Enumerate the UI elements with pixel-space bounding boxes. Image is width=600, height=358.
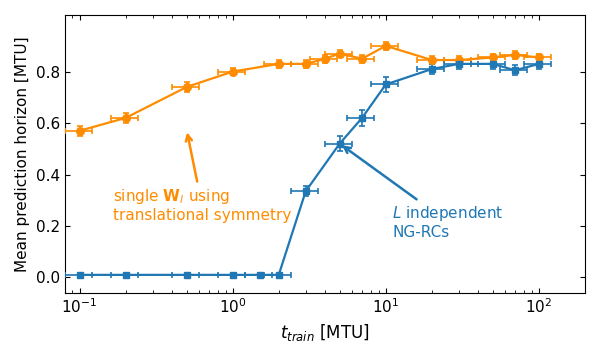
X-axis label: $t_{train}$ [MTU]: $t_{train}$ [MTU]	[280, 322, 370, 343]
Y-axis label: Mean prediction horizon [MTU]: Mean prediction horizon [MTU]	[15, 36, 30, 272]
Text: $L$ independent
NG-RCs: $L$ independent NG-RCs	[344, 147, 503, 240]
Text: single $\mathbf{W}_l$ using
translational symmetry: single $\mathbf{W}_l$ using translationa…	[113, 135, 291, 223]
